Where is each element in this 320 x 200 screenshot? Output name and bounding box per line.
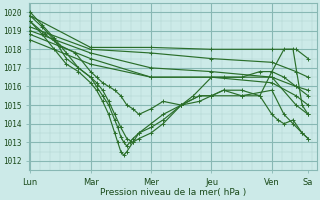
- X-axis label: Pression niveau de la mer( hPa ): Pression niveau de la mer( hPa ): [100, 188, 246, 197]
